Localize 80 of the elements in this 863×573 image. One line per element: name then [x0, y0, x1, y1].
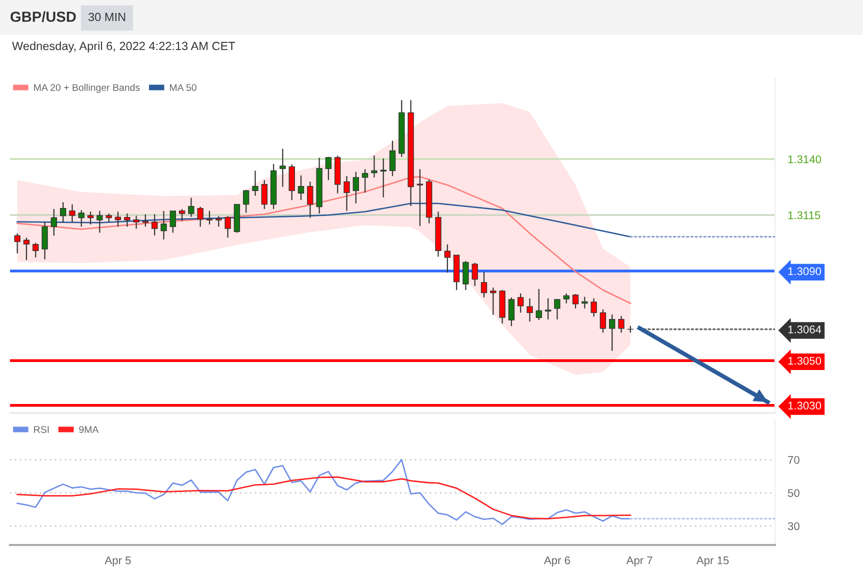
x-tick-label: Apr 15 [696, 556, 729, 566]
candlestick [307, 181, 314, 218]
candlestick [206, 210, 213, 226]
line-series [16, 459, 632, 525]
candlestick [526, 298, 533, 322]
line-series [16, 176, 632, 304]
candlestick [96, 210, 103, 234]
candlestick [114, 211, 122, 228]
candlestick [151, 214, 158, 236]
y-tick-label: 30 [788, 522, 800, 530]
candlestick [352, 171, 359, 204]
chart-title: GBP/USD [10, 11, 76, 22]
chart-subtitle: Wednesday, April 6, 2022 4:22:13 AM CET [12, 42, 236, 52]
candlestick [380, 158, 386, 198]
candlestick [42, 222, 48, 260]
candlestick [170, 210, 176, 234]
y-tick-label: 1.3140 [788, 155, 822, 164]
candlestick [618, 315, 624, 334]
candlestick [23, 237, 30, 261]
candlestick [78, 210, 84, 228]
line-series [16, 202, 632, 238]
candlestick [600, 308, 606, 334]
candlestick [344, 176, 350, 212]
legend-label: MA 20 + Bollinger Bands [34, 84, 140, 93]
candlestick [582, 296, 588, 309]
candlestick [188, 197, 194, 218]
y-tick-label: 1.3064 [788, 326, 822, 334]
candlestick [124, 212, 130, 228]
candlestick [609, 314, 616, 352]
candlestick [462, 260, 469, 291]
candlestick [544, 298, 552, 320]
candlestick [590, 298, 597, 318]
candlestick [87, 211, 94, 226]
candlestick [416, 168, 424, 227]
x-tick-label: Apr 6 [544, 556, 570, 566]
candlestick [133, 215, 140, 230]
candlestick [178, 208, 186, 222]
candlestick [518, 292, 524, 314]
candlestick [480, 271, 488, 298]
y-tick-label: 70 [788, 456, 800, 464]
y-tick-label: 1.3050 [788, 356, 822, 365]
legend-label: MA 50 [170, 84, 196, 91]
candlestick [14, 232, 20, 254]
y-tick-label: 50 [788, 489, 800, 497]
candlestick [197, 206, 204, 228]
y-tick-label: 1.3030 [788, 402, 822, 410]
candlestick [142, 214, 149, 228]
candlestick [554, 298, 560, 320]
candlestick [160, 210, 167, 240]
candlestick [444, 244, 450, 274]
candlestick [536, 288, 542, 321]
y-tick-label: 1.3115 [788, 211, 820, 220]
candlestick [60, 202, 66, 223]
candlestick [325, 156, 332, 181]
legend-label: RSI [34, 426, 49, 433]
candlestick [472, 262, 478, 287]
candlestick [389, 140, 396, 177]
text: 30 MIN [88, 12, 126, 22]
candlestick [362, 168, 368, 194]
candlestick [490, 287, 496, 316]
candlestick [242, 189, 250, 214]
candlestick [50, 208, 58, 236]
candlestick [32, 242, 39, 258]
line-series [16, 476, 632, 520]
x-tick-label: Apr 7 [626, 556, 652, 566]
y-tick-label: 1.3090 [788, 267, 822, 276]
candlestick [371, 154, 378, 178]
x-tick-label: Apr 5 [104, 556, 131, 566]
candlestick [563, 292, 570, 304]
legend-label: 9MA [79, 426, 99, 433]
candlestick [288, 164, 295, 201]
candlestick [572, 294, 579, 309]
candlestick [508, 296, 515, 327]
candlestick [280, 148, 286, 188]
candlestick [298, 174, 304, 201]
candlestick [252, 170, 258, 196]
candlestick [69, 204, 76, 223]
candlestick [216, 216, 222, 228]
candlestick [224, 216, 231, 238]
candlestick [261, 180, 268, 210]
